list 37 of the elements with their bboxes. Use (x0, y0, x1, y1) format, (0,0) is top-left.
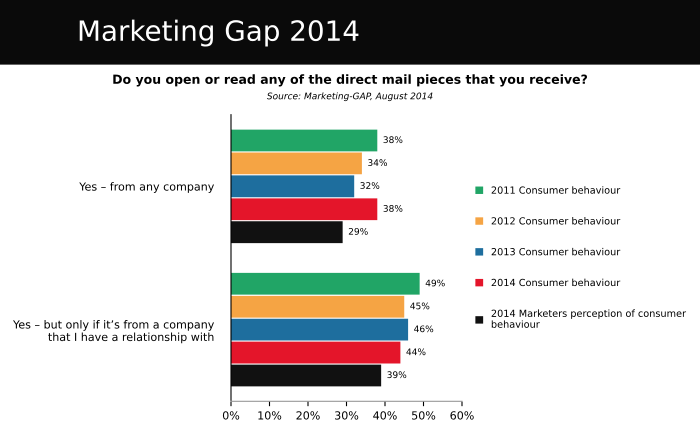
data-label: 49% (426, 280, 445, 286)
x-tick-label: 50% (412, 411, 436, 420)
bar (231, 221, 343, 244)
x-tick-label: 40% (373, 411, 397, 420)
bar (231, 152, 362, 174)
data-label: 38% (384, 205, 402, 212)
chart-subtitle: Do you open or read any of the direct mail pieces that you receive? (113, 74, 588, 86)
legend-label: 2014 Consumer behaviour (492, 278, 620, 286)
legend-label: 2011 Consumer behaviour (492, 186, 620, 194)
y-tick-label: Yes – from any company (79, 182, 214, 193)
chart-title: Marketing Gap 2014 (80, 20, 358, 47)
bar (231, 342, 400, 364)
legend-label: 2013 Consumer behaviour (492, 248, 620, 256)
source-note: Source: Marketing-GAP, August 2014 (266, 92, 432, 102)
bar (231, 364, 382, 386)
data-label: 38% (384, 136, 402, 144)
x-tick-label: 0% (222, 411, 240, 420)
data-label: 29% (348, 228, 368, 235)
legend-label: 2014 Marketers perception of consumer behaviour (492, 309, 686, 328)
bar (231, 318, 408, 341)
bar (231, 198, 378, 220)
x-tick-label: 10% (258, 411, 282, 420)
bar (231, 272, 420, 295)
data-label: 32% (360, 182, 380, 189)
bar (231, 296, 404, 318)
data-label: 34% (368, 159, 388, 166)
x-tick-label: 20% (296, 411, 320, 420)
y-tick-label: Yes – but only if it’s from a company that I have a relationship with (12, 320, 214, 344)
bar (231, 130, 378, 152)
data-label: 45% (410, 302, 430, 310)
x-tick-label: 60% (450, 411, 474, 420)
legend-label: 2012 Consumer behaviour (492, 217, 620, 225)
x-tick-label: 30% (335, 411, 358, 420)
data-label: 46% (414, 325, 434, 332)
data-label: 39% (387, 371, 406, 378)
data-label: 44% (406, 348, 426, 356)
bar (231, 175, 354, 198)
